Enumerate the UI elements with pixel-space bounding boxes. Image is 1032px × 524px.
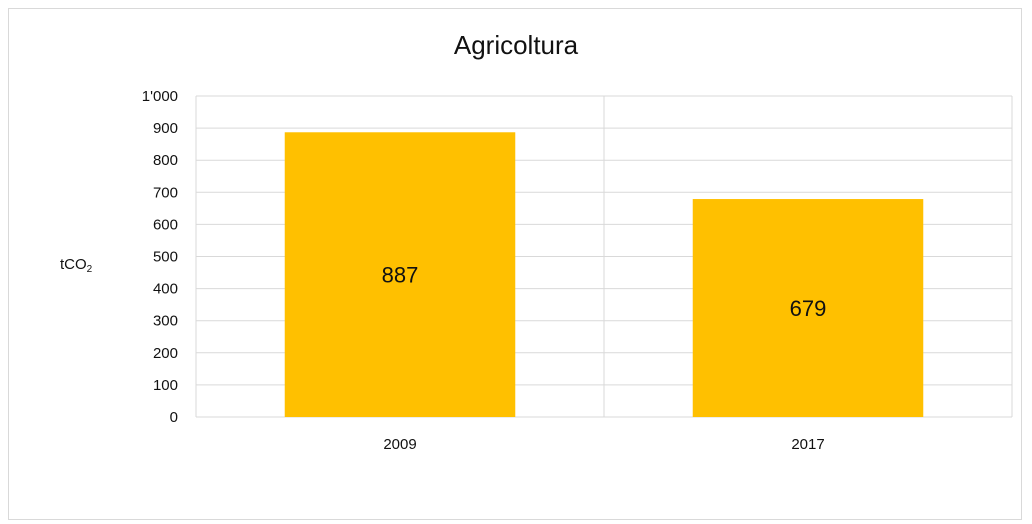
y-axis-label: tCO2 xyxy=(60,256,92,275)
y-tick-label: 500 xyxy=(153,249,178,266)
y-tick-label: 100 xyxy=(153,377,178,394)
y-tick-label: 1'000 xyxy=(142,88,178,105)
data-label: 887 xyxy=(382,263,419,288)
chart-title: Agricoltura xyxy=(453,30,579,60)
y-tick-label: 300 xyxy=(153,313,178,330)
bar xyxy=(692,199,924,417)
y-axis-label-subscript: 2 xyxy=(86,264,93,275)
bar xyxy=(284,132,516,417)
x-tick-label: 2009 xyxy=(383,436,416,453)
y-tick-label: 200 xyxy=(153,345,178,362)
y-tick-label: 800 xyxy=(153,152,178,169)
x-tick-label: 2017 xyxy=(791,436,824,453)
data-label: 679 xyxy=(790,296,827,321)
y-tick-label: 900 xyxy=(153,120,178,137)
y-tick-label: 400 xyxy=(153,281,178,298)
y-axis-label-main: tCO xyxy=(60,256,87,273)
y-tick-label: 700 xyxy=(153,184,178,201)
y-tick-label: 0 xyxy=(170,409,178,426)
y-tick-label: 600 xyxy=(153,216,178,233)
